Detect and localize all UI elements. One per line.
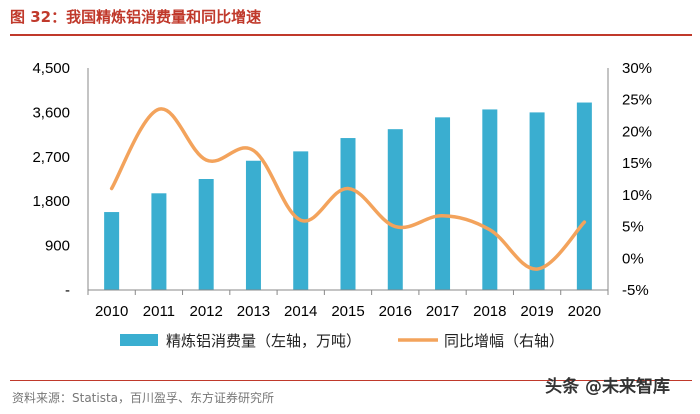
x-tick-label: 2010 [95, 303, 128, 320]
x-tick-label: 2019 [520, 303, 553, 320]
watermark: 头条 @未来智库 [545, 377, 670, 397]
x-tick-label: 2011 [143, 303, 175, 320]
right-tick-label: 15% [622, 155, 652, 172]
right-tick-label: 25% [622, 92, 652, 109]
x-tick-label: 2012 [189, 303, 222, 320]
growth-line [109, 107, 587, 271]
left-axis-ticks: - 900 1,800 2,700 3,600 4,500 [32, 60, 70, 299]
left-tick-label: 2,700 [32, 149, 70, 166]
title-divider [10, 34, 692, 36]
line-series [109, 107, 587, 271]
bar-2011 [151, 193, 167, 290]
bar-2020 [576, 102, 592, 291]
legend-bar-swatch [120, 334, 158, 346]
right-tick-label: -5% [622, 282, 649, 299]
chart-title: 图 32：我国精炼铝消费量和同比增速 [10, 8, 262, 26]
legend-bar-label: 精炼铝消费量（左轴，万吨） [166, 332, 361, 350]
bar-2010 [104, 212, 120, 290]
bar-2013 [245, 160, 261, 290]
x-tick-label: 2014 [284, 303, 317, 320]
bar-2015 [340, 138, 356, 290]
right-tick-label: 30% [622, 60, 652, 77]
x-tick-label: 2020 [568, 303, 601, 320]
left-tick-label: 4,500 [32, 60, 70, 77]
bar-2019 [529, 112, 545, 291]
right-tick-label: 20% [622, 123, 652, 140]
bar-2018 [482, 109, 498, 290]
right-tick-label: 5% [622, 219, 644, 236]
left-tick-label: 3,600 [32, 104, 70, 121]
x-tick-label: 2013 [237, 303, 270, 320]
legend: 精炼铝消费量（左轴，万吨） 同比增幅（右轴） [120, 332, 564, 350]
x-axis-ticks: 2010 2011 2012 2013 2014 2015 2016 2017 2018 2019… [95, 303, 601, 320]
axis-lines [87, 68, 609, 295]
x-tick-label: 2017 [426, 303, 459, 320]
left-tick-label: 900 [45, 238, 70, 255]
right-axis-ticks: -5% 0% 5% 10% 15% 20% 25% 30% [622, 60, 652, 299]
bar-2016 [387, 129, 403, 290]
footer-divider [10, 380, 692, 381]
source-note: 资料来源：Statista，百川盈孚、东方证券研究所 [12, 391, 275, 405]
left-tick-label: 1,800 [32, 193, 70, 210]
bar-2012 [198, 179, 214, 290]
bar-2017 [435, 117, 451, 290]
right-tick-label: 10% [622, 187, 652, 204]
right-tick-label: 0% [622, 250, 644, 267]
x-tick-label: 2018 [473, 303, 506, 320]
bar-series [104, 102, 592, 291]
x-tick-label: 2015 [331, 303, 364, 320]
x-tick-label: 2016 [379, 303, 412, 320]
legend-line-label: 同比增幅（右轴） [444, 332, 564, 350]
left-tick-label: - [65, 282, 70, 299]
chart: - 900 1,800 2,700 3,600 4,500 -5% 0% 5% 10% 15% 20… [32, 60, 652, 350]
